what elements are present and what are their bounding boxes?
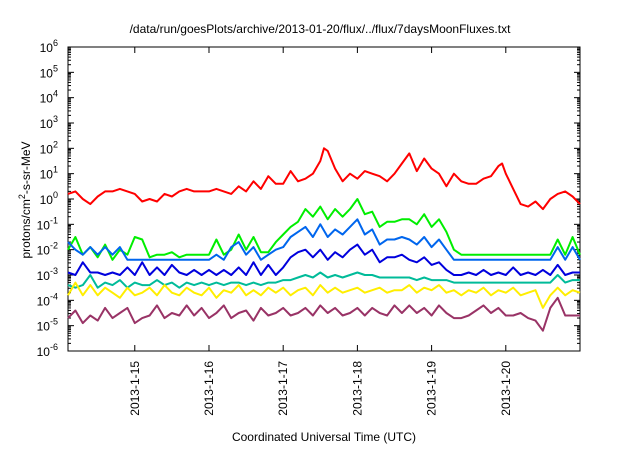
plot-frame xyxy=(67,46,581,352)
y-tick-label: 106 xyxy=(40,38,58,55)
x-axis-label: Coordinated Universal Time (UTC) xyxy=(232,430,416,444)
x-tick-label: 2013-1-15 xyxy=(128,361,142,416)
x-tick-label: 2013-1-17 xyxy=(276,361,290,416)
y-tick-label: 10-2 xyxy=(37,241,58,258)
series-line-3 xyxy=(67,218,581,261)
y-tick-label: 103 xyxy=(40,114,58,131)
series-line-4 xyxy=(67,243,580,276)
x-tick-label: 2013-1-19 xyxy=(425,361,439,416)
series-line-6 xyxy=(67,281,581,309)
y-tick-label: 104 xyxy=(40,89,58,106)
x-tick-label: 2013-1-16 xyxy=(202,361,216,416)
y-tick-labels: 10-6 10-5 10-4 10-3 10-2 10-1 100 101 102 103 104 1… xyxy=(37,38,58,359)
chart-title: /data/run/goesPlots/archive/2013-01-20/f… xyxy=(130,22,512,36)
series-line-7 xyxy=(67,296,580,332)
x-tick-labels: 2013-1-15 2013-1-16 2013-1-17 2013-1-18 2013… xyxy=(128,361,513,416)
y-tick-label: 10-3 xyxy=(37,266,58,283)
y-tick-label: 10-5 xyxy=(37,317,58,334)
series-line-5 xyxy=(67,271,580,289)
series-layer xyxy=(67,147,581,332)
y-tick-label: 10-1 xyxy=(37,215,58,232)
series-line-2 xyxy=(67,198,581,261)
x-tick-label: 2013-1-18 xyxy=(350,361,364,416)
y-tick-label: 101 xyxy=(40,165,58,182)
y-axis-label: protons/cm2-s-sr-MeV xyxy=(17,141,33,258)
y-tick-label: 10-4 xyxy=(37,291,58,308)
y-tick-label: 102 xyxy=(40,139,58,156)
axis-ticks xyxy=(68,46,580,352)
y-tick-label: 105 xyxy=(40,63,58,80)
x-tick-label: 2013-1-20 xyxy=(499,361,513,416)
y-tick-label: 10-6 xyxy=(37,342,58,359)
series-line-1 xyxy=(67,147,581,211)
y-tick-label: 100 xyxy=(40,190,58,207)
